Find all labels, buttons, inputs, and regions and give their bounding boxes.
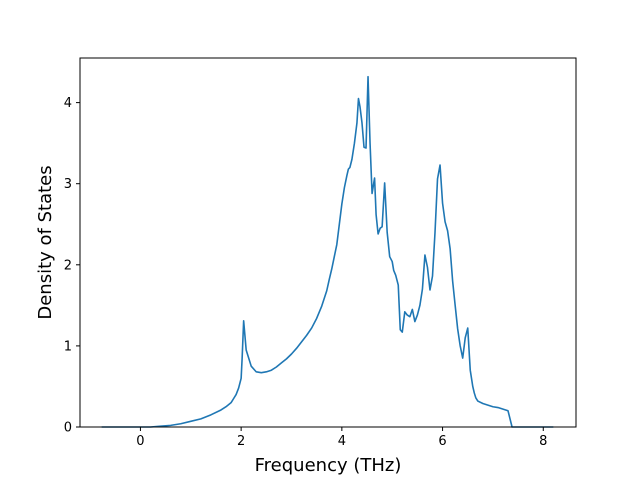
y-tick-label: 2 bbox=[64, 258, 72, 273]
x-tick-label: 6 bbox=[438, 434, 446, 449]
y-axis-label: Density of States bbox=[35, 165, 56, 319]
plot-area bbox=[80, 58, 576, 427]
y-tick-label: 4 bbox=[64, 96, 72, 111]
plot-frame bbox=[79, 57, 577, 428]
x-tick-label: 8 bbox=[539, 434, 547, 449]
x-tick-label: 2 bbox=[237, 434, 245, 449]
y-axis: 0 1 2 3 4 bbox=[64, 96, 80, 436]
dos-series-line-0 bbox=[101, 75, 554, 428]
x-tick-label: 0 bbox=[136, 434, 144, 449]
x-tick-label: 4 bbox=[338, 434, 346, 449]
x-axis-label: Frequency (THz) bbox=[255, 455, 402, 476]
y-tick-label: 0 bbox=[64, 421, 72, 436]
y-tick-label: 3 bbox=[64, 177, 72, 192]
series-layer bbox=[101, 75, 554, 428]
y-tick-label: 1 bbox=[64, 339, 72, 354]
x-axis: 0 2 4 6 8 bbox=[136, 427, 547, 449]
